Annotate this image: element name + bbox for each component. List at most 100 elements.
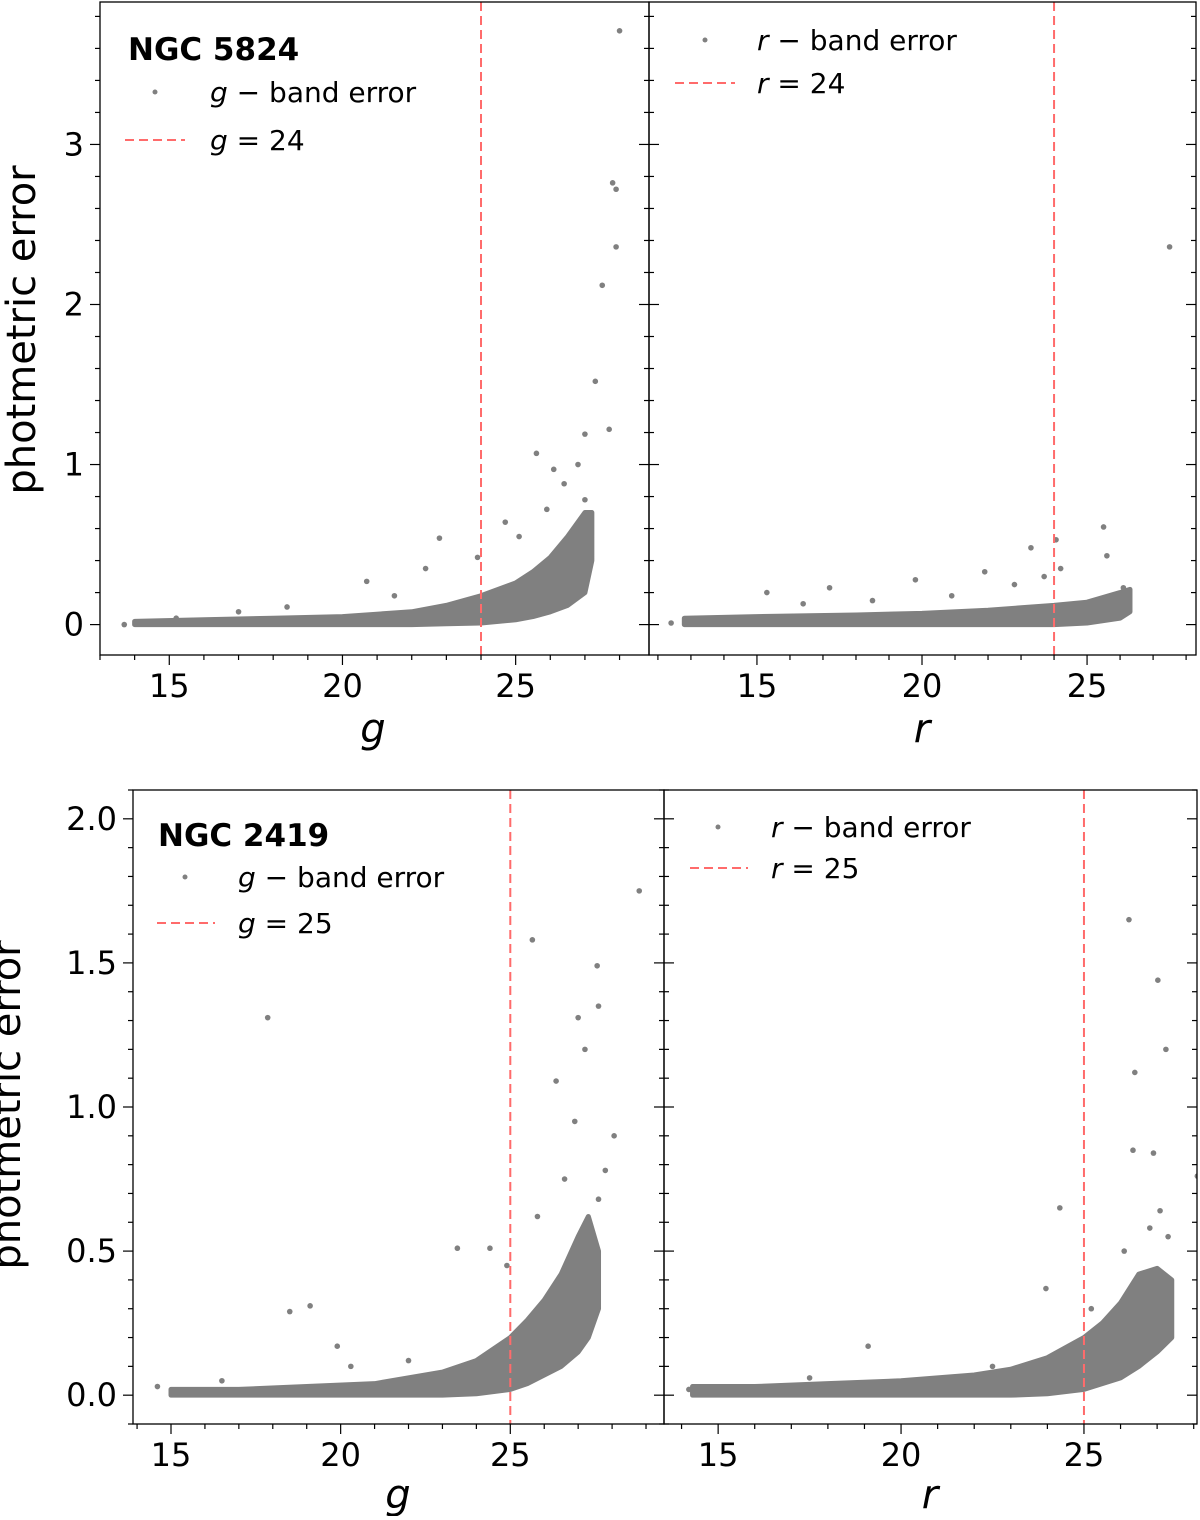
legend-point-marker bbox=[152, 89, 158, 95]
data-point bbox=[869, 597, 876, 604]
data-point bbox=[529, 937, 536, 943]
x-tick-label: 20 bbox=[322, 667, 363, 705]
data-point bbox=[989, 1363, 996, 1370]
data-point bbox=[487, 1245, 493, 1252]
legend-point-marker bbox=[715, 824, 721, 830]
data-point bbox=[686, 1386, 692, 1393]
legend-points-label: r − band error bbox=[771, 811, 971, 844]
data-point bbox=[1132, 1069, 1138, 1076]
y-axis-label: photmetric error bbox=[0, 940, 30, 1270]
data-point bbox=[613, 186, 619, 193]
data-point bbox=[550, 466, 557, 473]
data-point bbox=[422, 565, 429, 572]
data-point bbox=[575, 1014, 581, 1021]
data-point bbox=[516, 533, 522, 540]
data-point bbox=[1155, 977, 1161, 983]
data-point bbox=[1104, 552, 1110, 559]
data-point bbox=[154, 1383, 161, 1390]
dense-point-cloud bbox=[690, 1265, 1175, 1398]
data-point bbox=[1088, 1305, 1095, 1312]
data-point bbox=[1011, 581, 1018, 588]
legend-cut-variable: g bbox=[210, 124, 228, 157]
data-point bbox=[599, 282, 606, 289]
data-point bbox=[1057, 1205, 1063, 1211]
data-point bbox=[981, 568, 988, 575]
data-point bbox=[1163, 1046, 1169, 1053]
x-tick-label: 25 bbox=[490, 1436, 531, 1474]
data-point bbox=[1150, 1150, 1157, 1156]
data-point bbox=[1130, 1147, 1136, 1154]
data-point bbox=[544, 506, 550, 513]
data-point bbox=[616, 28, 623, 34]
x-axis-label: g bbox=[385, 1472, 410, 1516]
legend-band-text: − band error bbox=[228, 76, 417, 109]
data-point bbox=[121, 621, 128, 628]
legend-cut-variable: r bbox=[771, 852, 784, 885]
legend-band-text: − band error bbox=[769, 24, 958, 57]
data-point bbox=[912, 576, 919, 583]
y-axis-label: photmetric error bbox=[0, 165, 45, 495]
data-point bbox=[806, 1375, 813, 1381]
data-point bbox=[613, 244, 619, 250]
data-point bbox=[454, 1245, 461, 1252]
data-point bbox=[571, 1118, 578, 1125]
data-point bbox=[606, 426, 612, 433]
data-point bbox=[1100, 524, 1107, 530]
plot-area bbox=[154, 790, 643, 1424]
legend-cut-text: = 25 bbox=[783, 852, 860, 885]
legend-cut-label: r = 24 bbox=[757, 67, 845, 100]
x-tick-label: 25 bbox=[1067, 667, 1108, 705]
data-point bbox=[264, 1014, 271, 1021]
data-point bbox=[668, 620, 674, 626]
dense-point-cloud bbox=[168, 1214, 602, 1398]
legend-cut-variable: r bbox=[757, 67, 770, 100]
data-point bbox=[1043, 1285, 1049, 1292]
legend-points-label: r − band error bbox=[757, 24, 957, 57]
y-tick-label: 1.0 bbox=[66, 1088, 117, 1126]
data-point bbox=[173, 615, 180, 621]
data-point bbox=[1147, 1225, 1153, 1231]
data-point bbox=[865, 1343, 871, 1349]
data-point bbox=[1041, 573, 1047, 580]
x-tick-label: 15 bbox=[698, 1436, 739, 1474]
legend: g − band error g = 25 bbox=[157, 861, 445, 940]
data-point bbox=[561, 1176, 568, 1182]
dense-point-cloud bbox=[132, 510, 595, 628]
data-point bbox=[474, 554, 481, 561]
data-point bbox=[575, 461, 581, 468]
data-point bbox=[594, 962, 600, 969]
legend-cut-text: = 24 bbox=[228, 124, 305, 157]
legend-points-label: g − band error bbox=[210, 76, 417, 109]
data-point bbox=[235, 608, 242, 615]
data-point bbox=[436, 535, 443, 541]
legend: r − band error r = 24 bbox=[675, 24, 957, 100]
data-point bbox=[1120, 584, 1127, 591]
data-point bbox=[582, 431, 588, 437]
data-point bbox=[405, 1357, 412, 1364]
x-tick-label: 20 bbox=[320, 1436, 361, 1474]
data-point bbox=[1126, 916, 1132, 923]
legend-band-variable: g bbox=[210, 76, 228, 109]
x-tick-label: 15 bbox=[149, 667, 190, 705]
data-point bbox=[1121, 1248, 1128, 1254]
data-point bbox=[561, 480, 567, 487]
dense-point-cloud bbox=[681, 586, 1133, 628]
legend-points-label: g − band error bbox=[238, 861, 445, 894]
legend-cut-label: g = 24 bbox=[210, 124, 305, 157]
y-tick-label: 3 bbox=[64, 125, 84, 163]
y-tick-label: 1 bbox=[64, 446, 84, 484]
legend-point-marker bbox=[702, 37, 708, 43]
data-point bbox=[504, 1262, 510, 1269]
legend-cut-label: g = 25 bbox=[238, 907, 333, 940]
data-point bbox=[636, 888, 643, 894]
legend-band-variable: g bbox=[238, 861, 256, 894]
legend-band-variable: r bbox=[771, 811, 784, 844]
x-tick-label: 25 bbox=[495, 667, 536, 705]
plot-area bbox=[668, 2, 1173, 655]
data-point bbox=[582, 1046, 588, 1053]
data-point bbox=[585, 516, 592, 522]
